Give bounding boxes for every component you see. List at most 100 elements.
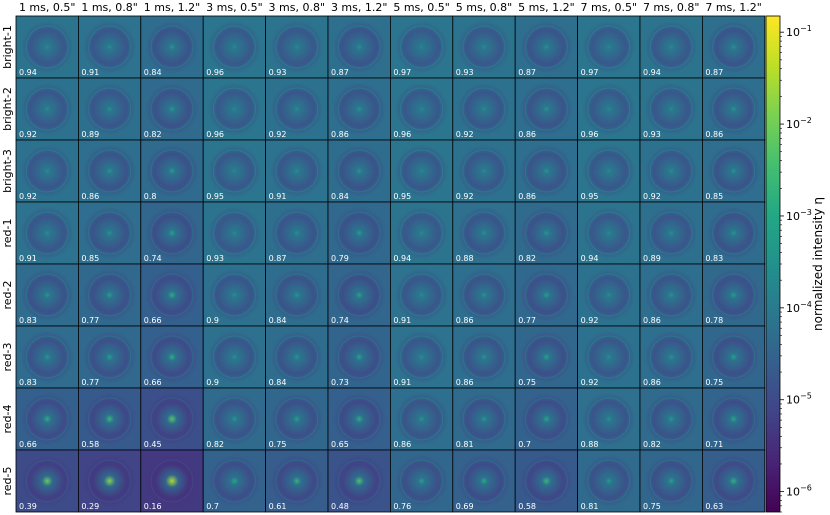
cell-ring [150, 335, 194, 379]
heatmap-cell: 0.88 [577, 387, 641, 451]
cell-ring [524, 87, 569, 131]
cell-ring [587, 397, 631, 441]
cell-value: 0.92 [456, 130, 474, 139]
cell-ring [275, 273, 319, 317]
cell-value: 0.69 [456, 502, 474, 511]
cell-ring [87, 397, 132, 441]
column-title: 7 ms, 0.5" [581, 1, 638, 14]
heatmap-cell: 0.81 [577, 449, 641, 513]
cell-ring [25, 397, 69, 441]
heatmap-cell: 0.83 [702, 201, 766, 265]
cell-value: 0.9 [206, 316, 219, 325]
colorbar-tick-label: 10−1 [786, 24, 812, 39]
cell-value: 0.74 [144, 254, 162, 263]
cell-ring [649, 335, 693, 379]
column-title: 7 ms, 1.2" [705, 1, 762, 14]
cell-ring [150, 397, 194, 441]
cell-ring [87, 211, 132, 255]
heatmap-cell: 0.78 [702, 263, 766, 327]
heatmap-cell: 0.92 [15, 77, 79, 141]
column-title: 5 ms, 0.5" [393, 1, 450, 14]
cell-value: 0.92 [581, 378, 599, 387]
cell-ring [587, 25, 631, 69]
cell-value: 0.94 [643, 68, 661, 77]
cell-ring [150, 25, 194, 69]
cell-ring [337, 273, 381, 317]
cell-value: 0.86 [518, 130, 536, 139]
heatmap-cell: 0.95 [577, 139, 641, 203]
cell-ring [87, 335, 132, 379]
cell-value: 0.77 [518, 316, 536, 325]
cell-ring [25, 459, 69, 503]
cell-value: 0.87 [331, 68, 349, 77]
heatmap-cell: 0.65 [327, 387, 391, 451]
cell-ring [150, 459, 194, 503]
cell-ring [649, 211, 693, 255]
heatmap-cell: 0.89 [78, 77, 142, 141]
cell-value: 0.16 [144, 502, 162, 511]
cell-ring [711, 459, 756, 503]
cell-ring [587, 87, 631, 131]
cell-ring [711, 335, 756, 379]
cell-ring [400, 211, 444, 255]
heatmap-cell: 0.77 [78, 325, 142, 389]
cell-value: 0.73 [331, 378, 349, 387]
heatmap-cell: 0.84 [140, 15, 204, 79]
row-label: bright-2 [1, 87, 14, 131]
cell-value: 0.79 [331, 254, 349, 263]
cell-value: 0.96 [581, 130, 599, 139]
heatmap-cell: 0.92 [452, 139, 516, 203]
cell-value: 0.95 [393, 192, 411, 201]
cell-ring [649, 273, 693, 317]
heatmap-cell: 0.8 [140, 139, 204, 203]
cell-ring [25, 273, 69, 317]
cell-ring [212, 335, 256, 379]
row-label: red-5 [1, 467, 14, 496]
heatmap-cell: 0.82 [202, 387, 266, 451]
cell-value: 0.86 [393, 440, 411, 449]
cell-ring [524, 149, 569, 193]
cell-value: 0.77 [81, 316, 99, 325]
cell-value: 0.91 [269, 192, 287, 201]
heatmap-cell: 0.87 [514, 15, 579, 79]
heatmap-cell: 0.77 [514, 263, 579, 327]
cell-value: 0.88 [581, 440, 599, 449]
cell-value: 0.75 [643, 502, 661, 511]
heatmap-cell: 0.94 [577, 201, 641, 265]
heatmap-cell: 0.95 [202, 139, 266, 203]
cell-ring [337, 149, 381, 193]
cell-ring [524, 335, 569, 379]
cell-value: 0.89 [643, 254, 661, 263]
heatmap-cell: 0.92 [452, 77, 516, 141]
cell-value: 0.81 [581, 502, 599, 511]
heatmap-cell: 0.94 [15, 15, 79, 79]
heatmap-cell: 0.86 [639, 263, 703, 327]
cell-ring [275, 397, 319, 441]
cell-value: 0.96 [206, 130, 224, 139]
cell-value: 0.87 [705, 68, 723, 77]
cell-value: 0.85 [705, 192, 723, 201]
heatmap-cell: 0.74 [327, 263, 391, 327]
cell-ring [275, 211, 319, 255]
cell-ring [337, 25, 381, 69]
heatmap-cell: 0.7 [514, 387, 579, 451]
cell-value: 0.91 [81, 68, 99, 77]
heatmap-cell: 0.16 [140, 449, 204, 513]
cell-ring [711, 397, 756, 441]
cell-ring [400, 459, 444, 503]
cell-ring [275, 87, 319, 131]
cell-ring [337, 397, 381, 441]
cell-ring [649, 459, 693, 503]
column-title: 1 ms, 0.8" [81, 1, 138, 14]
cell-ring [337, 459, 381, 503]
cell-ring [587, 211, 631, 255]
heatmap-cell: 0.96 [202, 77, 266, 141]
cell-value: 0.97 [393, 68, 411, 77]
heatmap-cell: 0.61 [265, 449, 329, 513]
cell-ring [649, 149, 693, 193]
cell-ring [275, 149, 319, 193]
cell-value: 0.65 [331, 440, 349, 449]
row-label: red-2 [1, 281, 14, 310]
cell-ring [711, 25, 756, 69]
heatmap-cell: 0.96 [577, 77, 641, 141]
